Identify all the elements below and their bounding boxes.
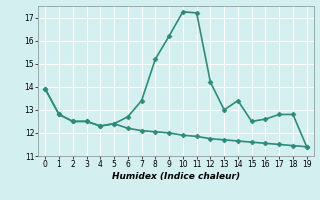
X-axis label: Humidex (Indice chaleur): Humidex (Indice chaleur)	[112, 172, 240, 181]
